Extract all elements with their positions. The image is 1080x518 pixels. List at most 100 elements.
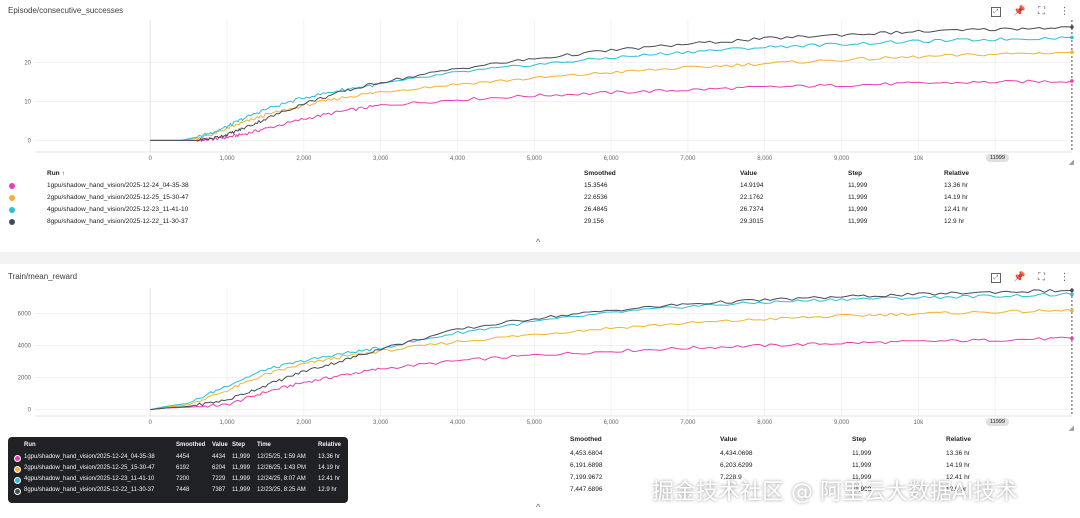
relative-time: 12.9 hr [318,487,337,493]
smoothed-value: 4,453.6804 [570,450,603,457]
column-header-relative[interactable]: Relative [944,170,969,177]
series-end-point [1070,50,1074,55]
run-name: 1gpu/shadow_hand_vision/2025-12-24_04-35… [24,454,155,460]
collapse-chevron-up-icon[interactable]: ^ [536,502,541,512]
chart-card-consecutive-successes: Episode/consecutive_successes ⤢ 📌 ⛶ ⋮ 0 1… [0,0,1080,252]
column-header-relative[interactable]: Relative [946,436,971,443]
smoothed-value: 7,447.6896 [570,486,603,493]
series-end-point [1070,25,1074,29]
x-tick-label: 7,000 [680,420,696,426]
table-row[interactable]: 4gpu/shadow_hand_vision/2025-12-23_11-41… [0,206,1080,216]
column-header-smoothed[interactable]: Smoothed [584,170,616,177]
series-end-point [1070,308,1074,313]
tooltip-row: 2gpu/shadow_hand_vision/2025-12-25_15-30… [8,465,348,474]
tooltip-row: 8gpu/shadow_hand_vision/2025-12-22_11-30… [8,487,348,496]
relative-time: 13.36 hr [944,182,968,189]
timestamp: 12/25/25, 1:59 AM [257,454,306,460]
relative-time: 13.36 hr [946,450,970,457]
smoothed-value: 22.6536 [584,194,608,201]
raw-value: 26.7374 [740,206,764,213]
series-color-dot [14,455,21,462]
smoothed-value: 6192 [176,465,190,471]
tooltip-row: 4gpu/shadow_hand_vision/2025-12-23_11-41… [8,476,348,485]
resize-handle-icon[interactable]: ◢ [1068,159,1074,166]
column-header-run[interactable]: Run ↑ [47,170,65,177]
card-toolbar: ⤢ 📌 ⛶ ⋮ [991,6,1070,17]
step-value: 11,999 [852,486,872,493]
x-tick-label: 10k [914,420,925,426]
tooltip-header-run: Run [24,442,36,448]
timestamp: 12/23/25, 8:25 AM [257,487,306,493]
relative-time: 14.19 hr [318,465,341,471]
tooltip-header-time: Time [257,442,271,448]
x-tick-label: 9,000 [834,156,850,162]
table-row[interactable]: 8gpu/shadow_hand_vision/2025-12-22_11-30… [0,218,1080,228]
column-header-value[interactable]: Value [740,170,757,177]
x-tick-label: 4,000 [450,420,466,426]
fullscreen-icon[interactable]: ⛶ [1038,272,1045,283]
column-header-value[interactable]: Value [720,436,737,443]
smoothed-value: 7,199.9672 [570,474,603,481]
line-chart-mean-reward[interactable]: 0 2000 4000 6000 0 1,000 2,000 3,000 4,000 5,000 6… [0,264,1080,434]
run-name: 8gpu/shadow_hand_vision/2025-12-22_11-30… [47,218,189,225]
step-value: 11,999 [848,194,868,201]
step-value: 11,999 [852,450,872,457]
smoothed-value: 26.4845 [584,206,608,213]
raw-value: 7,228.9 [720,474,742,481]
more-vert-icon[interactable]: ⋮ [1059,6,1070,17]
series-color-dot [9,183,15,189]
chart-title: Episode/consecutive_successes [8,6,124,15]
table-row[interactable]: 7,199.9672 7,228.9 11,999 12.41 hr [0,474,1080,484]
pin-icon[interactable]: 📌 [1013,272,1026,283]
run-name: 4gpu/shadow_hand_vision/2025-12-23_11-41… [24,476,155,482]
run-name: 8gpu/shadow_hand_vision/2025-12-22_11-30… [24,487,155,493]
table-row[interactable]: 2gpu/shadow_hand_vision/2025-12-25_15-30… [0,194,1080,204]
column-header-step[interactable]: Step [848,170,863,177]
fullscreen-icon[interactable]: ⛶ [1038,6,1045,17]
y-tick-label: 0 [28,408,32,414]
line-chart-consecutive-successes[interactable]: 0 10 20 0 1,000 2,000 3,000 4,000 5,000 6,000 7,00… [0,0,1080,170]
step-value: 11,999 [852,462,872,469]
run-name: 2gpu/shadow_hand_vision/2025-12-25_15-30… [24,465,155,471]
table-row[interactable]: 4,453.6804 4,434.0698 11,999 13.36 hr [0,450,1080,460]
column-header-step[interactable]: Step [852,436,867,443]
fit-domain-icon[interactable]: ⤢ [991,272,1001,283]
step-value: 11,999 [232,476,250,482]
step-value: 11,999 [232,465,250,471]
raw-value: 6204 [212,465,226,471]
pin-icon[interactable]: 📌 [1013,6,1026,17]
table-row[interactable]: 1gpu/shadow_hand_vision/2025-12-24_04-35… [0,182,1080,192]
series-line [150,336,1072,411]
relative-time: 12.9 hr [944,218,965,225]
column-header-smoothed[interactable]: Smoothed [570,436,602,443]
smoothed-value: 4454 [176,454,190,460]
resize-handle-icon[interactable]: ◢ [1068,425,1074,432]
step-value: 11,999 [848,182,868,189]
more-vert-icon[interactable]: ⋮ [1059,272,1070,283]
smoothed-value: 7200 [176,476,190,482]
run-name: 2gpu/shadow_hand_vision/2025-12-25_15-30… [47,194,189,201]
raw-value: 4434 [212,454,226,460]
series-line [150,289,1072,411]
tooltip-header-relative: Relative [318,442,342,448]
table-row[interactable]: 6,191.6898 6,203.6299 11,999 14.19 hr [0,462,1080,472]
raw-value: 7229 [212,476,226,482]
table-row[interactable]: 7,447.6896 11,999 12.9 hr [0,486,1080,496]
series-line [150,51,1072,141]
step-value: 11,999 [232,454,250,460]
x-tick-label: 3,000 [373,420,389,426]
series-line [150,36,1072,141]
fit-domain-icon[interactable]: ⤢ [991,6,1001,17]
x-tick-label: 10k [914,156,925,162]
x-tick-label: 8,000 [757,156,773,162]
raw-value: 4,434.0698 [720,450,753,457]
x-tick-label: 1,000 [220,420,236,426]
x-tick-label: 6,000 [604,420,620,426]
collapse-chevron-up-icon[interactable]: ^ [536,237,541,247]
series-color-dot [9,219,15,225]
step-value: 11,999 [848,218,868,225]
x-tick-label: 2,000 [296,156,312,162]
series-line [150,26,1072,142]
card-separator [0,252,1080,264]
relative-time: 14.19 hr [944,194,968,201]
